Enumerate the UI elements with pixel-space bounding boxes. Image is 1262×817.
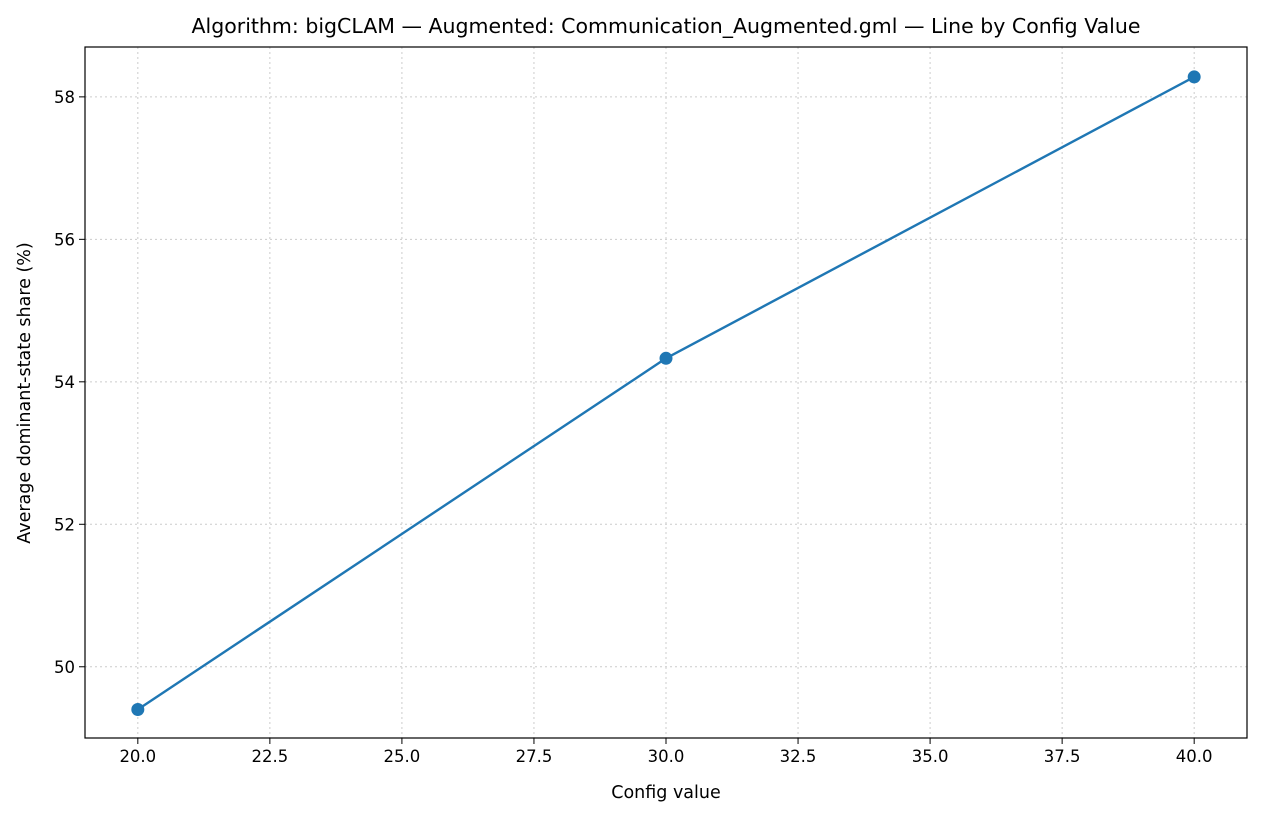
- data-point: [131, 703, 145, 717]
- plot-frame: [84, 46, 1248, 739]
- y-tick-label: 58: [54, 88, 75, 107]
- x-tick-label: 30.0: [648, 747, 685, 766]
- x-axis-ticks: 20.0 22.5 25.0 27.5 30.0 32.5 35.0 37.5 40.0: [119, 738, 1213, 766]
- x-tick-label: 22.5: [251, 747, 288, 766]
- y-tick-label: 56: [54, 230, 75, 249]
- y-axis-ticks: 50 52 54 56 58: [54, 88, 85, 677]
- x-tick-label: 20.0: [119, 747, 156, 766]
- series-layer: [131, 70, 1201, 717]
- data-point: [659, 351, 673, 365]
- x-tick-label: 35.0: [912, 747, 949, 766]
- x-tick-label: 27.5: [516, 747, 553, 766]
- x-tick-label: 25.0: [384, 747, 421, 766]
- y-tick-label: 54: [54, 373, 75, 392]
- y-gridlines: [85, 96, 1247, 668]
- x-tick-label: 40.0: [1176, 747, 1213, 766]
- x-tick-label: 37.5: [1044, 747, 1081, 766]
- y-tick-label: 52: [54, 515, 75, 534]
- y-tick-label: 50: [54, 658, 75, 677]
- x-gridlines: [137, 47, 1195, 738]
- chart-title: Algorithm: bigCLAM — Augmented: Communic…: [192, 14, 1141, 39]
- data-point: [1187, 70, 1201, 84]
- x-tick-label: 32.5: [780, 747, 817, 766]
- y-axis-label: Average dominant-state share (%): [15, 242, 35, 543]
- x-axis-label: Config value: [611, 783, 721, 803]
